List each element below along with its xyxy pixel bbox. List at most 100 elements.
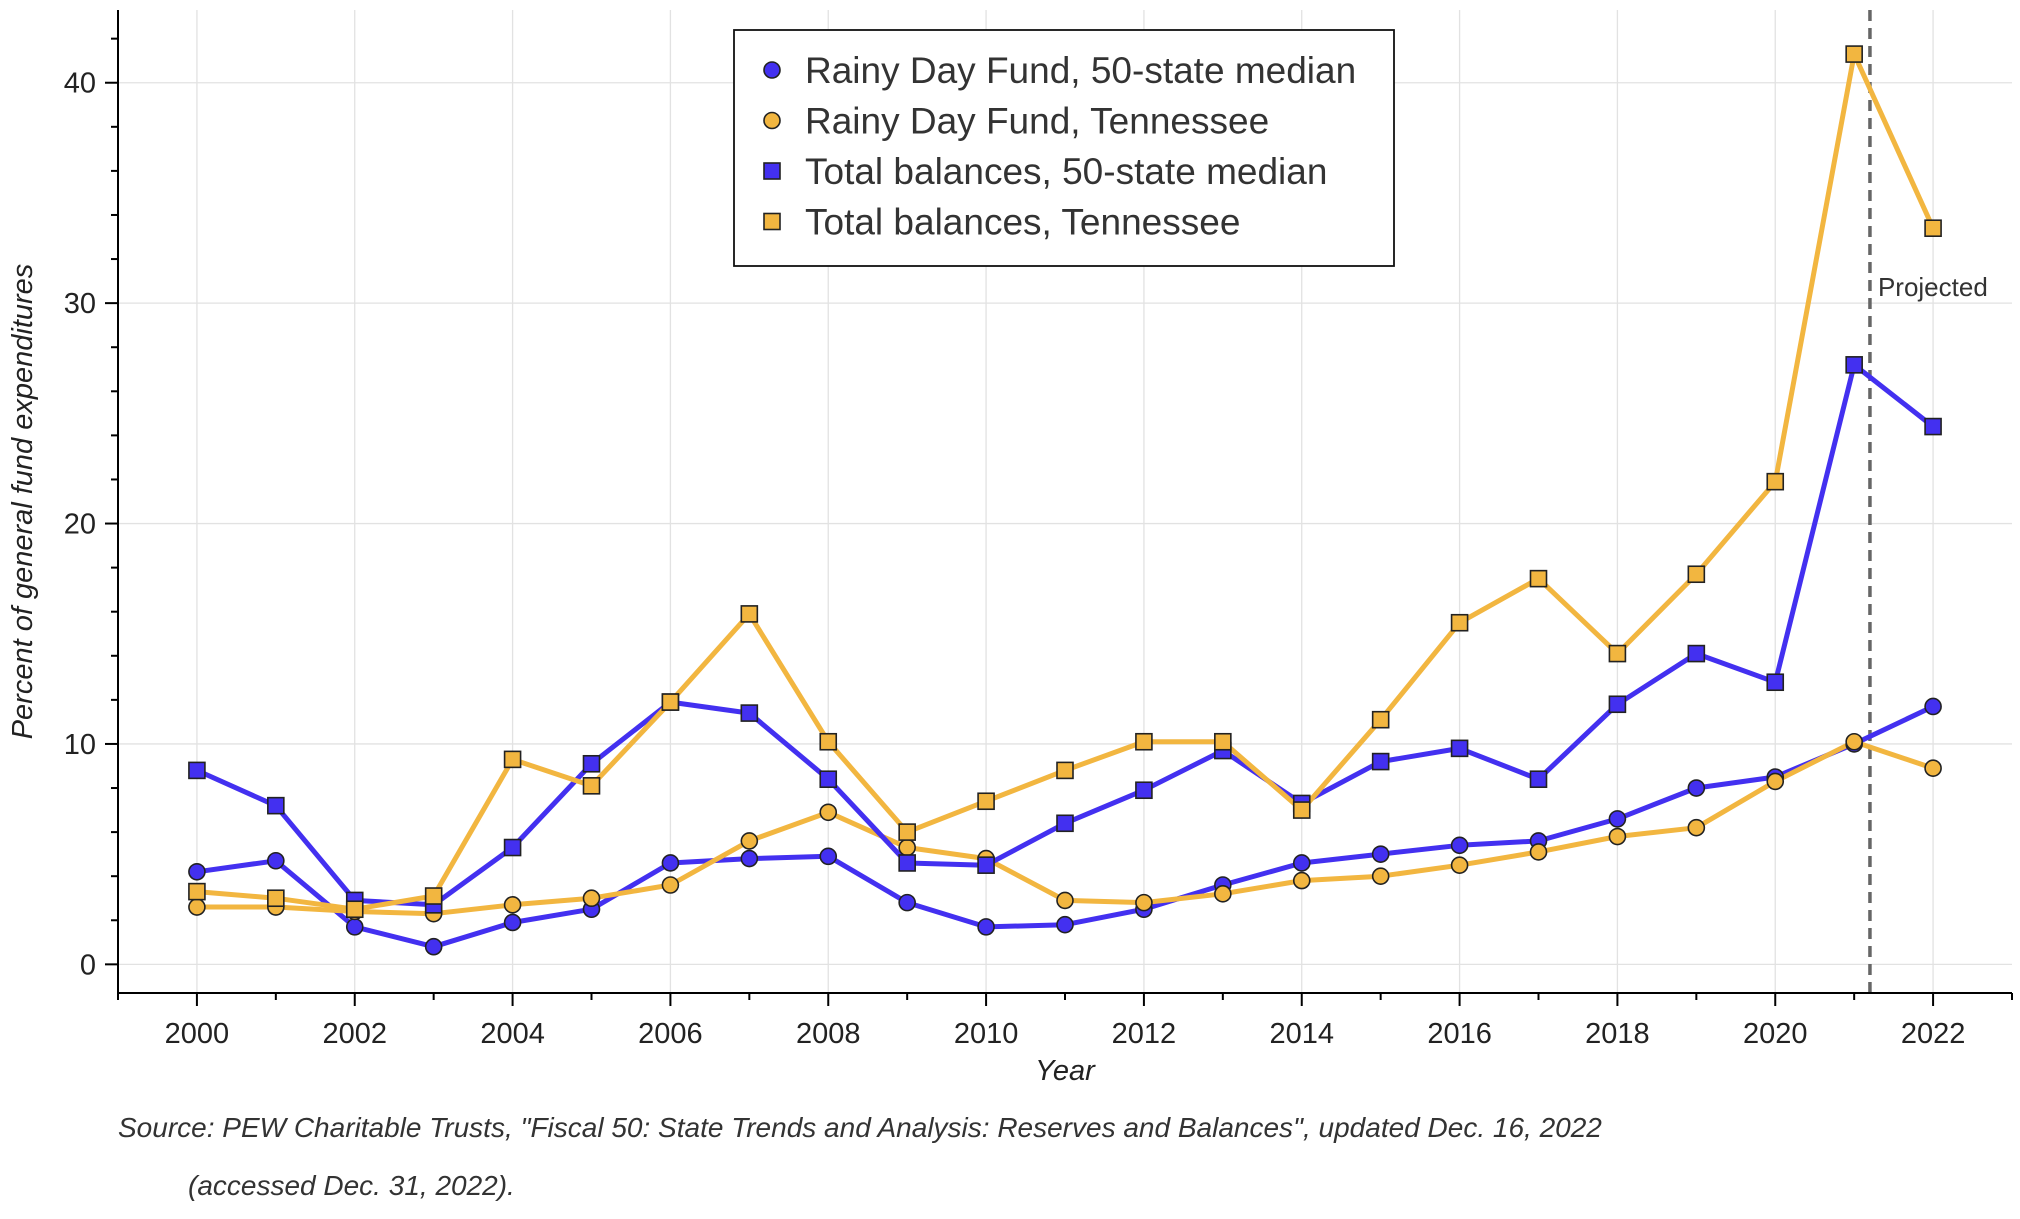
data-point [740,849,759,868]
data-point [1529,770,1548,789]
data-point [977,856,995,874]
x-axis-label: Year [1035,1055,1096,1087]
legend-label: Total balances, 50-state median [805,151,1327,192]
data-point [582,777,601,795]
y-tick-label: 40 [64,68,96,100]
data-point [898,893,916,912]
data-point [898,838,916,857]
data-point [1450,613,1469,632]
axes: 2000 2002 2004 2006 2008 2010 2012 2014 2016 2018… [64,10,2013,1050]
x-tick-label: 2020 [1743,1018,1808,1050]
data-point [898,823,916,841]
x-tick-label: 2002 [322,1018,387,1050]
source-note-line1: Source: PEW Charitable Trusts, "Fiscal 5… [118,1112,1602,1143]
legend-label: Rainy Day Fund, Tennessee [805,101,1269,142]
data-point [1056,891,1074,910]
legend-marker [763,212,781,231]
data-point [661,876,680,894]
legend-marker [763,162,781,180]
x-tick-label: 2012 [1112,1018,1177,1050]
x-tick-label: 2016 [1427,1018,1492,1050]
data-point [267,796,285,815]
legend-marker [763,61,781,79]
data-point [188,862,206,881]
data-point [1371,867,1390,885]
data-point [267,889,285,908]
data-point [1845,45,1863,63]
data-point [1292,854,1311,872]
data-point [1924,417,1942,436]
data-point [661,854,680,872]
data-point [345,900,364,919]
data-point [1845,356,1863,374]
data-point [1056,915,1074,934]
x-tick-label: 2018 [1585,1018,1650,1050]
source-note-line2: (accessed Dec. 31, 2022). [188,1170,515,1201]
data-point [1056,761,1074,780]
legend: Rainy Day Fund, 50-state median Rainy Day… [733,29,1395,267]
data-point [503,896,522,914]
y-tick-label: 10 [64,729,96,761]
data-point [1371,710,1390,729]
x-tick-label: 2010 [954,1018,1019,1050]
data-point [1214,732,1232,751]
data-point [1608,644,1627,663]
legend-label: Total balances, Tennessee [805,202,1240,243]
legend-label: Rainy Day Fund, 50-state median [805,50,1356,91]
data-point [1450,836,1469,855]
data-point [1529,843,1548,861]
data-point [582,889,601,908]
data-point [1135,732,1153,751]
legend-marker [763,111,781,130]
data-point [1450,739,1469,758]
data-point [345,918,364,936]
data-point [1135,781,1153,800]
data-point [1292,871,1311,890]
x-tick-label: 2006 [638,1018,703,1050]
data-point [188,882,206,901]
y-tick-label: 0 [80,949,96,981]
data-point [819,732,838,751]
y-tick-label: 20 [64,509,96,541]
data-point [188,898,206,916]
legend-box [733,29,1395,267]
data-point [1292,801,1311,819]
data-point [188,761,206,780]
projection-marker: Projected [1868,10,1988,993]
data-point [1371,845,1390,863]
data-point [267,851,285,870]
series-group [188,45,1942,956]
data-point [1687,644,1706,663]
data-point [977,918,995,936]
data-point [503,913,522,932]
data-point [1924,759,1942,777]
data-point [1924,697,1942,716]
data-point [582,754,601,773]
data-point [898,854,916,872]
x-tick-label: 2004 [480,1018,545,1050]
data-point [1450,856,1469,874]
data-point [424,937,443,956]
data-point [1056,814,1074,833]
y-axis-label: Percent of general fund expenditures [7,264,39,740]
data-point [740,832,759,850]
data-point [1529,569,1548,588]
data-point [661,693,680,711]
data-point [740,605,759,623]
data-point [819,770,838,789]
x-tick-label: 2022 [1901,1018,1966,1050]
data-point [1608,827,1627,846]
data-point [1214,885,1232,903]
data-point [503,838,522,857]
x-tick-label: 2000 [165,1018,230,1050]
data-point [503,750,522,769]
data-point [1766,772,1785,791]
data-point [1135,893,1153,912]
data-point [1766,472,1785,491]
data-point [1766,673,1785,692]
data-point [819,803,838,822]
data-point [1608,695,1627,714]
x-tick-label: 2008 [796,1018,861,1050]
